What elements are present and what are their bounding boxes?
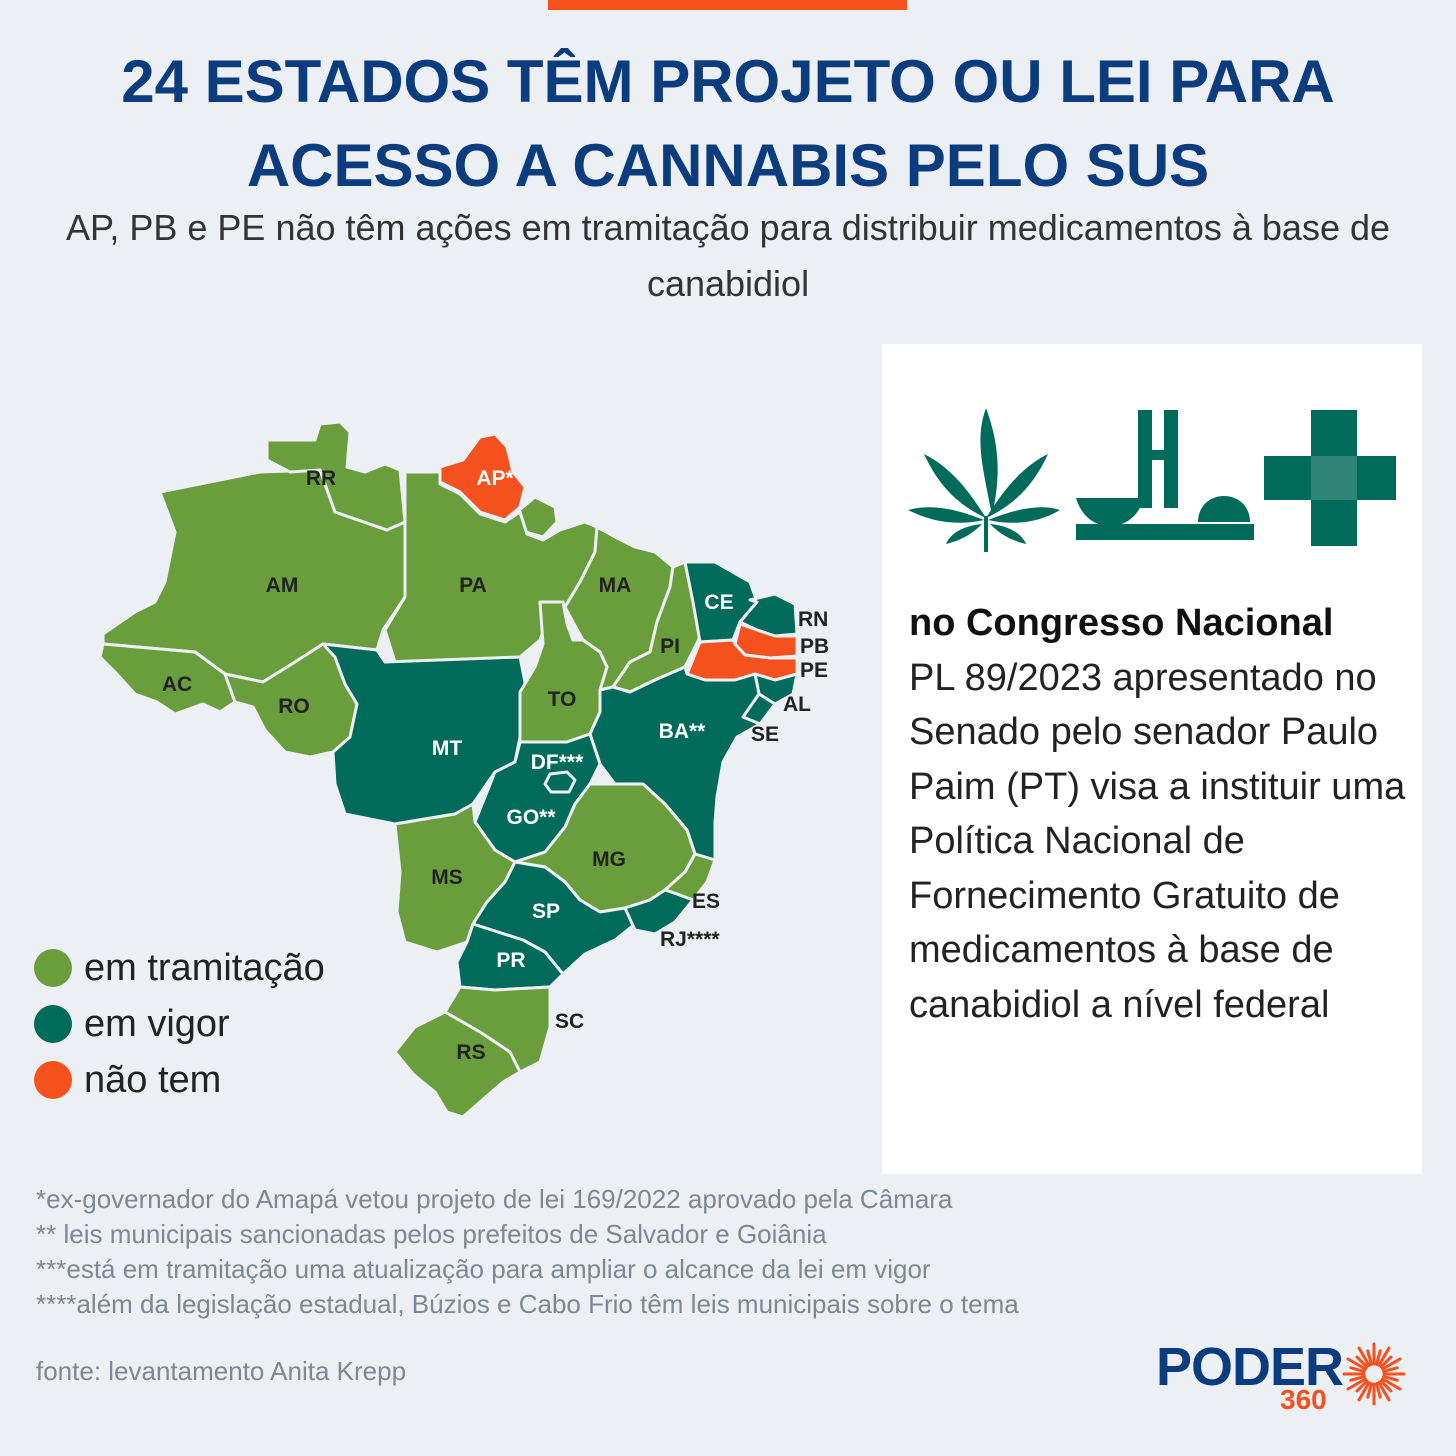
label-ro: RO [278,695,310,718]
label-pa: PA [459,574,487,597]
sun-ray [1375,1349,1382,1366]
state-ac [98,642,237,716]
legend-item-nao-tem: não tem [34,1052,325,1108]
label-go: GO** [506,806,556,829]
label-am: AM [266,574,299,597]
national-congress-icon [1076,410,1254,540]
legend-item-em-tramitacao: em tramitação [34,940,325,996]
label-sc: SC [555,1010,584,1033]
sun-ray [1357,1346,1371,1367]
label-ma: MA [599,574,632,597]
page-title: 24 ESTADOS TÊM PROJETO OU LEI PARA ACESS… [121,48,1335,199]
label-pb: PB [800,635,829,658]
sun-ray [1355,1355,1369,1369]
sun-ray [1375,1382,1382,1399]
state-sp [471,860,637,976]
label-al: AL [783,693,811,716]
label-ac: AC [162,673,192,696]
logo-number: 360 [1280,1384,1327,1415]
page-subtitle: AP, PB e PE não têm ações em tramitação … [65,207,1391,304]
label-mg: MG [592,848,626,871]
sun-ray [1346,1377,1367,1391]
label-ba: BA** [659,720,707,743]
legend-label: em vigor [84,1002,230,1045]
panel-body: PL 89/2023 apresentado no Senado pelo se… [909,656,1406,1026]
panel-icons [908,408,1396,552]
label-pr: PR [496,949,525,972]
panel-heading: no Congresso Nacional [909,602,1334,644]
info-panel: no Congresso Nacional PL 89/2023 apresen… [882,344,1422,1174]
sun-ray [1349,1366,1366,1373]
label-rj: RJ**** [660,928,720,951]
label-ms: MS [431,866,463,889]
sun-ray [1382,1366,1399,1373]
sun-ray [1379,1355,1393,1369]
brazil-map: RR AP* AM PA MA CE RN PB PE AL SE PI AC … [98,420,829,1119]
label-to: TO [548,688,577,711]
label-ce: CE [704,591,733,614]
sun-ray [1382,1375,1399,1382]
sun-ray [1346,1357,1367,1371]
state-rs [393,1010,522,1119]
state-rj [623,888,695,936]
cannabis-leaf-icon [908,408,1060,552]
label-es: ES [692,890,720,913]
poder360-logo: PODER 360 [1156,1336,1416,1426]
legend-item-em-vigor: em vigor [34,996,325,1052]
sun-ray [1379,1379,1393,1393]
sun-ray [1377,1381,1391,1402]
label-rn: RN [798,608,828,631]
label-sp: SP [532,900,560,923]
legend-dot-em-tramitacao [34,949,72,987]
label-se: SE [751,723,779,746]
legend-dot-nao-tem [34,1061,72,1099]
top-accent-bar [548,0,907,10]
state-ap [438,432,527,522]
label-df: DF*** [531,751,584,774]
sun-ray [1357,1381,1371,1402]
sun-ray [1381,1377,1402,1391]
footnote: ** leis municipais sancionadas pelos pre… [36,1219,827,1249]
health-cross-icon [1264,410,1396,546]
sun-ray [1366,1349,1373,1366]
state-df [543,770,577,794]
sun-ray [1366,1382,1373,1399]
source-note: fonte: levantamento Anita Krepp [36,1356,407,1386]
state-pr [455,922,565,992]
sun-ray [1377,1346,1391,1367]
sun-burst-icon [1342,1342,1406,1406]
label-rs: RS [456,1041,485,1064]
footnote: ***está em tramitação uma atualização pa… [36,1254,931,1284]
legend-label: em tramitação [84,946,325,989]
logo-word: PODER [1156,1337,1344,1397]
label-pi: PI [660,635,680,658]
map-legend: em tramitação em vigor não tem [34,940,325,1108]
sun-ray [1355,1379,1369,1393]
sun-ray [1349,1375,1366,1382]
legend-label: não tem [84,1058,222,1101]
footnote: *ex-governador do Amapá vetou projeto de… [36,1184,953,1214]
legend-dot-em-vigor [34,1005,72,1043]
label-ap: AP* [476,467,514,490]
label-mt: MT [432,737,462,760]
label-rr: RR [306,467,336,490]
state-rr [265,420,407,532]
label-pe: PE [800,659,828,682]
sun-ray [1381,1357,1402,1371]
footnotes: *ex-governador do Amapá vetou projeto de… [36,1182,1019,1322]
footnote: ****além da legislação estadual, Búzios … [36,1289,1019,1319]
panel-text: no Congresso Nacional PL 89/2023 apresen… [909,596,1409,1032]
